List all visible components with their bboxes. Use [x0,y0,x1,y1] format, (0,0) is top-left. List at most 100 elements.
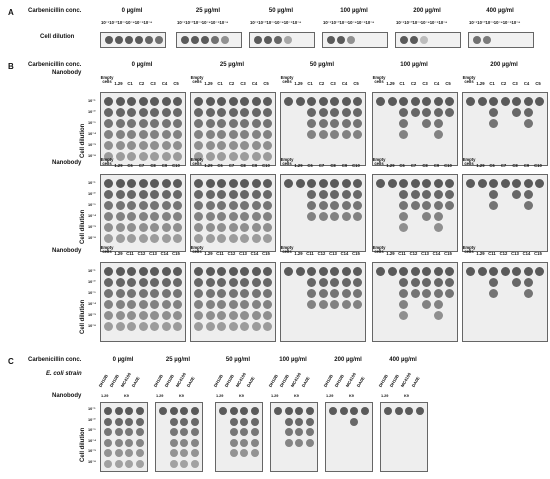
panel-b-col-label: 1.29 [114,81,123,86]
panel-b-spot [240,201,249,210]
panel-c-nanobody-129: 1.29 [271,394,279,398]
panel-b-col-label: C12 [227,251,236,256]
panel-b-spot [205,201,215,210]
panel-b-spot [240,289,249,298]
panel-b-col-label: 1.29 [476,163,485,168]
panel-b-spot [217,179,226,188]
panel-b-spot [127,179,136,188]
panel-b-col-label: C2 [318,81,325,86]
panel-b-spot [410,97,420,106]
panel-b-spot [127,152,136,161]
panel-b-spot [127,141,136,150]
panel-a-letter: A [8,8,14,17]
panel-b-spot [150,289,159,298]
panel-a-dilutions-2: 10⁻¹10⁻²10⁻³10⁻⁴10⁻⁵10⁻⁶ [250,20,302,25]
panel-b-spot [353,300,362,309]
panel-b-spot [307,289,316,298]
panel-b-spot [104,322,113,331]
panel-b-col-label: 1.29 [386,251,395,256]
panel-c-spot [135,407,144,415]
panel-b-spot [307,190,316,199]
panel-b-spot [433,278,443,287]
panel-b-spot [115,267,125,276]
panel-b-spot [127,201,136,210]
panel-b-spot [240,179,249,188]
panel-b-col-label: C12 [137,251,146,256]
panel-b-spot [410,190,420,199]
panel-b-col-label: C6 [399,163,405,168]
panel-c-spot [190,449,199,457]
panel-b-spot [263,223,272,232]
panel-b-spot [433,267,443,276]
panel-b-spot [353,267,362,276]
panel-b-spot [228,190,238,199]
panel-c-spot [360,407,369,415]
panel-c-spot [240,449,248,457]
panel-b-col-label: C15 [352,251,360,256]
panel-b-spot [512,108,521,117]
panel-a-spot [327,36,335,44]
panel-b-spot [161,130,171,139]
panel-b-col-label: C1 [489,81,495,86]
panel-c-spot [104,459,112,468]
panel-a-conc-2: 50 µg/ml [268,8,294,14]
panel-c-spot [135,428,144,436]
panel-b-spot [422,267,431,276]
panel-b-spot [115,141,125,150]
panel-b-spot [194,97,203,106]
panel-c-spot [190,459,199,468]
panel-b-spot [251,141,261,150]
panel-b-col-label: C5 [445,81,451,86]
panel-b-spot [173,267,182,276]
panel-c-spot [180,459,188,468]
panel-b-spot [217,130,226,139]
panel-b-spot [138,201,148,210]
panel-c-spot [104,428,112,436]
panel-b-col-label: 1.29 [386,81,395,86]
panel-b-plate [462,262,548,342]
panel-c-spot [295,417,303,426]
panel-b-spot [318,130,328,139]
panel-b-spot [263,190,272,199]
panel-b-col-label: C11 [126,251,134,256]
panel-a-spot [135,36,143,44]
panel-b-spot [228,289,238,298]
panel-b-spot [194,300,203,309]
panel-b-spot [173,289,182,298]
panel-c-nanobody-129: 1.29 [326,394,334,398]
panel-b-spot [115,201,125,210]
panel-b-spot [251,108,261,117]
panel-b-col-label: C9 [161,163,168,168]
panel-b-spot [422,119,431,128]
panel-c-spot [405,407,413,415]
panel-b-spot [307,201,316,210]
panel-b-spot [194,152,203,161]
panel-b-col-label: Empty cells [372,245,386,255]
panel-c-spot [284,417,293,426]
panel-b-col-label: C9 [251,163,258,168]
panel-b-spot [353,108,362,117]
panel-b-spot [422,300,431,309]
panel-b-spot [284,267,293,276]
panel-b-spot [251,311,261,320]
panel-b-spot [205,311,215,320]
panel-b-spot [410,108,420,117]
panel-b-spot [422,190,431,199]
panel-b-col-label: C5 [263,81,269,86]
panel-a-spot [145,36,153,44]
panel-b-spot [150,311,159,320]
panel-b-plate [190,174,276,252]
panel-c-spot [169,449,178,457]
panel-b-spot [263,201,272,210]
panel-b-spot [387,97,397,106]
panel-b-spot [127,289,136,298]
panel-b-spot [173,179,182,188]
panel-b-spot [523,278,533,287]
panel-b-spot [173,141,182,150]
panel-b-spot [104,179,113,188]
panel-b-spot [422,179,431,188]
panel-b-spot [410,278,420,287]
panel-b-spot [399,300,408,309]
panel-b-spot [150,179,159,188]
panel-b-col-label: C2 [410,81,417,86]
